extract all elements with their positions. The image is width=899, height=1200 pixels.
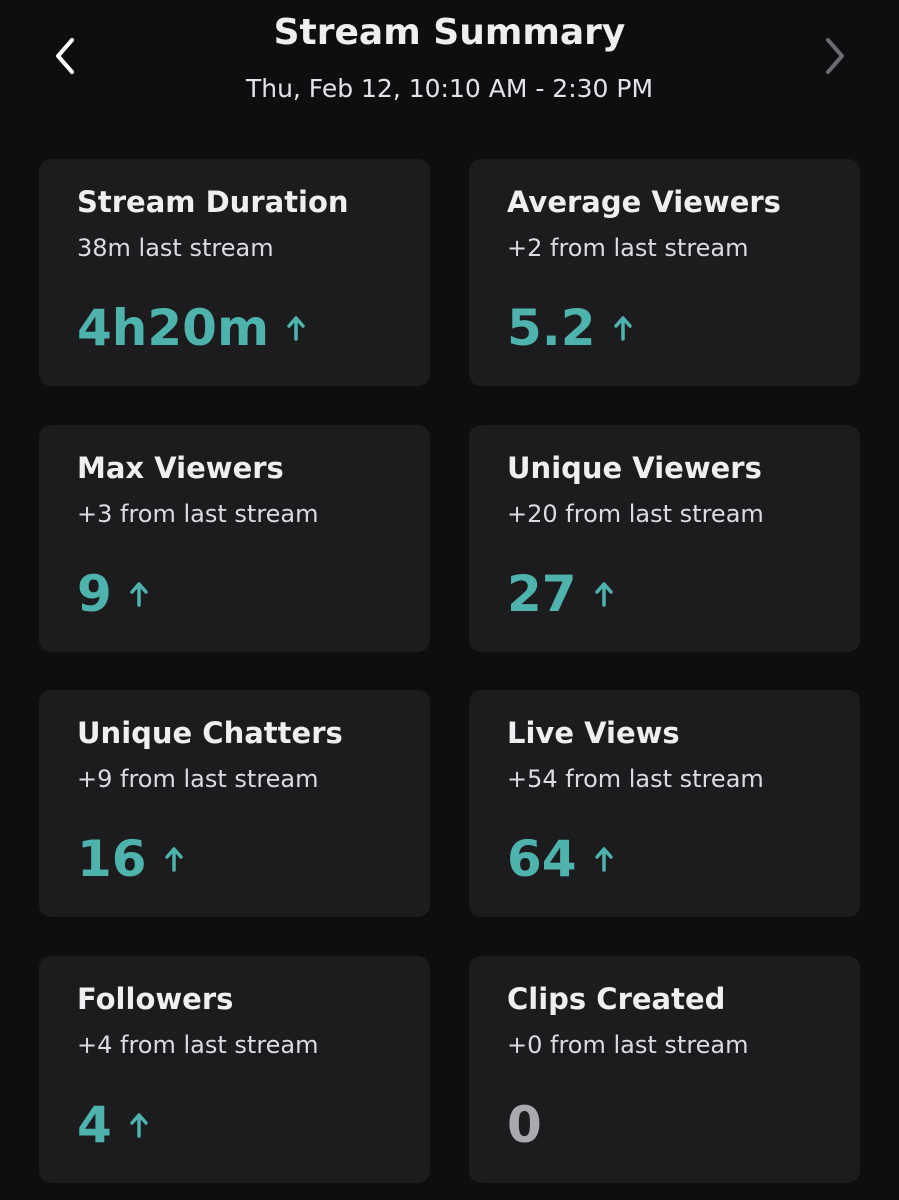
card-title: Followers: [77, 981, 234, 1016]
card-value-row: 16: [77, 830, 183, 888]
stat-card: Stream Duration 38m last stream 4h20m: [39, 159, 430, 386]
card-title: Unique Chatters: [77, 716, 343, 750]
card-value: 0: [507, 1095, 542, 1154]
up-arrow: [164, 847, 183, 872]
up-arrow: [130, 581, 148, 607]
stat-card: Average Viewers +2 from last stream 5.2: [469, 159, 860, 386]
stat-card: Live Views +54 from last stream 64: [469, 690, 860, 917]
card-value-row: 4: [77, 1096, 148, 1154]
card-value: 5.2: [507, 299, 596, 357]
card-title: Unique Viewers: [507, 450, 762, 485]
card-title: Max Viewers: [77, 450, 284, 485]
up-arrow: [594, 847, 613, 872]
card-value: 64: [507, 830, 577, 888]
card-value-row: 64: [507, 830, 613, 888]
next-button[interactable]: [820, 36, 850, 76]
card-comparison: 38m last stream: [77, 234, 274, 262]
card-comparison: +2 from last stream: [507, 234, 749, 262]
card-title: Stream Duration: [77, 185, 349, 219]
stat-card: Unique Viewers +20 from last stream 27: [469, 424, 860, 652]
card-value: 27: [507, 564, 577, 623]
card-title: Clips Created: [507, 981, 726, 1016]
page-title: Stream Summary: [273, 12, 626, 53]
card-comparison: +20 from last stream: [507, 499, 764, 528]
card-value: 16: [77, 830, 147, 888]
card-value: 4h20m: [77, 299, 270, 357]
card-value-row: 9: [77, 565, 148, 623]
card-comparison: +9 from last stream: [77, 765, 319, 793]
card-comparison: +3 from last stream: [77, 499, 319, 528]
card-comparison: +4 from last stream: [77, 1030, 319, 1059]
stat-card: Unique Chatters +9 from last stream 16: [39, 690, 430, 917]
up-arrow: [287, 316, 305, 341]
card-value-row: 27: [507, 565, 613, 623]
card-value-row: 4h20m: [77, 299, 305, 357]
card-value-row: 0: [507, 1096, 542, 1154]
up-arrow: [613, 316, 632, 341]
card-value: 9: [77, 564, 112, 623]
stat-card: Max Viewers +3 from last stream 9: [39, 424, 430, 652]
stat-card: Clips Created +0 from last stream 0: [469, 955, 860, 1183]
card-value: 4: [77, 1095, 112, 1154]
card-title: Average Viewers: [507, 185, 781, 219]
card-value-row: 5.2: [507, 299, 632, 357]
card-title: Live Views: [507, 716, 680, 750]
page-subtitle: Thu, Feb 12, 10:10 AM - 2:30 PM: [245, 74, 654, 103]
stat-card: Followers +4 from last stream 4: [39, 955, 430, 1183]
up-arrow: [594, 581, 613, 607]
card-comparison: +54 from last stream: [507, 765, 764, 793]
up-arrow: [130, 1112, 148, 1138]
card-comparison: +0 from last stream: [507, 1030, 749, 1059]
back-button[interactable]: [50, 36, 80, 76]
